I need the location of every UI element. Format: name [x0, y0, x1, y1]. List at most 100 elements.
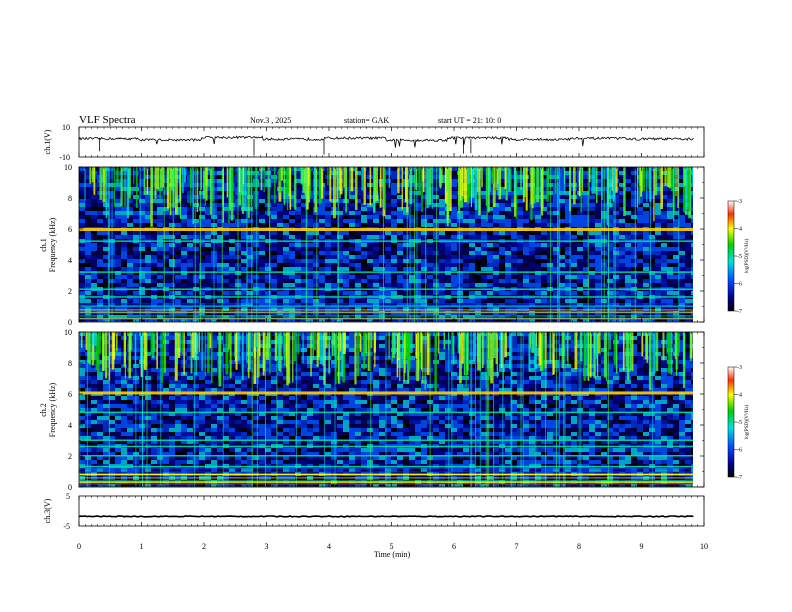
ch1-spectrogram-cell [91, 251, 97, 255]
ch1-spectrogram-burst [422, 167, 425, 193]
ch1-spectrogram-burst [448, 167, 450, 206]
ch1-spectrogram-cell [517, 319, 523, 322]
ch1-spectrogram-cell [379, 195, 385, 199]
ch1-spectrogram-cell [97, 215, 103, 219]
ch1-spectrogram-cell [529, 235, 535, 239]
ch1-spectrogram-cell [121, 219, 127, 223]
ch1-spectrogram-cell [427, 267, 433, 271]
ch1-spectrogram-cell [499, 271, 505, 275]
ch1-spectrogram-cell [301, 275, 307, 279]
ch1-spectrogram-cell [337, 303, 343, 307]
ch1-spectrogram-burst [339, 167, 341, 199]
ch1-spectrogram-cell [295, 207, 301, 211]
ch2-spectrogram-cell [637, 340, 643, 344]
ch1-spectrogram-burst [578, 167, 581, 197]
ch1-spectrogram-cell [103, 219, 109, 223]
ch1-spectrogram-cell [547, 255, 553, 259]
ch1-spectrogram-cell [307, 299, 313, 303]
ch1-spectrogram-cell [547, 279, 553, 283]
ch1-spectrogram-cell [133, 319, 139, 322]
ch1-spectrogram-cell [337, 259, 343, 263]
ch1-spectrogram-cell [169, 207, 175, 211]
ch1-spectrogram-cell [301, 267, 307, 271]
ch1-spectrogram-cell [277, 247, 283, 251]
ch1-spectrogram-cell [289, 167, 295, 171]
ch1-spectrogram-cell [139, 203, 145, 207]
ch2-spectrogram-cell [187, 348, 193, 352]
ch1-spectrogram-cell [325, 251, 331, 255]
ch1-spectrogram-cell [319, 219, 325, 223]
ch1-spectrogram-cell [307, 291, 313, 295]
ch1-spectrogram-cell [607, 307, 613, 311]
ch1-spectrogram-cell [367, 275, 373, 279]
ch1-spectrogram-burst [146, 167, 149, 195]
ch1-spectrogram-cell [103, 247, 109, 251]
ch1-spectrogram-cell [433, 199, 439, 203]
ch1-spectrogram-cell [631, 171, 637, 175]
ch1-spectrogram-cell [625, 291, 631, 295]
ch1-waveform-frame [78, 126, 705, 158]
ch1-spectrogram-cell [511, 283, 517, 287]
ch1-spectrogram-cell [85, 303, 91, 307]
ch1-spectrogram-cell [517, 267, 523, 271]
ch1-spectrogram-cell [607, 247, 613, 251]
ch1-spectrogram-cell [403, 231, 409, 235]
ch1-spectrogram-cell [643, 291, 649, 295]
ch1-spectrogram-cell [403, 211, 409, 215]
ch1-spectrogram-cell [451, 299, 457, 303]
ch1-spectrogram-cell [637, 263, 643, 267]
ch1-spectrogram-cell [103, 263, 109, 267]
ch1-spectrogram-spheric [614, 167, 616, 322]
ch1-spectrogram-cell [121, 299, 127, 303]
ch1-spectrogram-cell [313, 303, 319, 307]
ch1-spectrogram-cell [391, 291, 397, 295]
ch1-ytick-label: 6 [68, 225, 72, 234]
ch1-spectrogram-cell [583, 235, 589, 239]
ch1-spectrogram-cell [589, 319, 595, 322]
ch1-spectrogram-cell [493, 263, 499, 267]
ch1-spectrogram-cell [157, 263, 163, 267]
ch1-spectrogram-cell [595, 199, 601, 203]
ch1-spectrogram-cell [487, 215, 493, 219]
ch1-spectrogram-cell [169, 255, 175, 259]
ch1-spectrogram-cell [685, 303, 691, 307]
ch1-spectrogram-cell [337, 235, 343, 239]
ch1-spectrogram-cell [373, 243, 379, 247]
ch1-spectrogram-cell [97, 319, 103, 322]
ch1-spectrogram-cell [325, 203, 331, 207]
ch1-spectrogram-cell [223, 243, 229, 247]
ch1-spectrogram-cell [625, 243, 631, 247]
ch1-spectrogram-cell [583, 315, 589, 319]
ch1-spectrogram-cell [649, 271, 655, 275]
ch1-spectrogram-cell [181, 247, 187, 251]
ch1-spectrogram-cell [571, 275, 577, 279]
ch2-spectrogram-cell [157, 348, 163, 352]
ch1-spectrogram-cell [199, 315, 205, 319]
ch1-spectrogram-cell [373, 251, 379, 255]
ch1-spectrogram-cell [613, 207, 619, 211]
date-label: Nov.3 , 2025 [250, 116, 291, 125]
ch1-spectrogram-burst [564, 167, 566, 194]
ch1-spectrogram-cell [229, 291, 235, 295]
ch1-spectrogram-cell [295, 219, 301, 223]
ch1-spectrogram-cell [85, 223, 91, 227]
ch1-spectrogram-cell [247, 215, 253, 219]
ch1-spectrogram-cell [301, 315, 307, 319]
ch1-spectrogram-spheric [107, 167, 109, 322]
ch1-spectrogram-cell [553, 271, 559, 275]
ch2-spectrogram-cell [517, 348, 523, 352]
ch1-spectrogram-cell [511, 255, 517, 259]
ch1-spectrogram-cell [163, 219, 169, 223]
ch1-spectrogram-cell [97, 283, 103, 287]
ch1-spectrogram-cell [379, 179, 385, 183]
ch1-spectrogram-cell [277, 291, 283, 295]
ch1-spectrogram-cell [463, 255, 469, 259]
ch1-spectrogram-cell [121, 319, 127, 322]
ch2-spectrogram-cell [577, 344, 583, 348]
ch1-spectrogram-cell [661, 235, 667, 239]
ch1-spectrogram-cell [259, 251, 265, 255]
ch1-spectrogram-cell [199, 199, 205, 203]
ch1-spectrogram-cell [463, 267, 469, 271]
ch1-spectrogram-cell [577, 275, 583, 279]
ch1-spectrogram-burst [464, 167, 467, 203]
